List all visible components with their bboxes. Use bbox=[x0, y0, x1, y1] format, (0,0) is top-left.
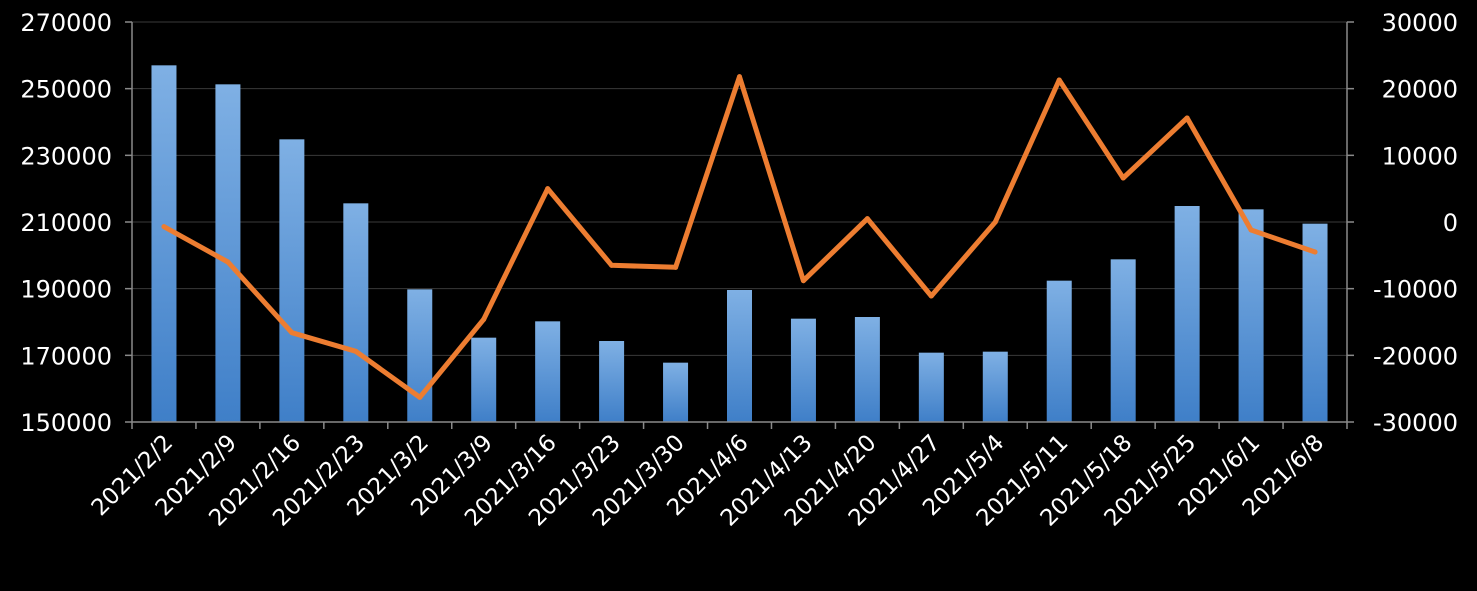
bar bbox=[663, 362, 689, 422]
line-point bbox=[417, 394, 423, 400]
bar bbox=[1238, 209, 1264, 422]
y-left-tick-label: 150000 bbox=[20, 409, 112, 437]
y-left-tick-label: 210000 bbox=[20, 209, 112, 237]
y-left-tick-label: 170000 bbox=[20, 342, 112, 370]
y-right-tick-label: -20000 bbox=[1373, 342, 1458, 370]
bar bbox=[1302, 223, 1328, 422]
line-point bbox=[481, 316, 487, 322]
left-axis-ticks: 150000 170000 190000 210000 230000 250000 2700… bbox=[20, 9, 112, 437]
bar-series bbox=[151, 65, 1328, 423]
line-point bbox=[1056, 77, 1062, 83]
y-right-tick-label: 20000 bbox=[1382, 76, 1458, 104]
bar bbox=[1174, 206, 1200, 422]
y-right-tick-label: 10000 bbox=[1382, 142, 1458, 170]
bar bbox=[279, 139, 305, 423]
line-point bbox=[737, 74, 742, 80]
y-left-tick-label: 250000 bbox=[20, 76, 112, 104]
y-left-tick-label: 190000 bbox=[20, 276, 112, 304]
bar bbox=[918, 352, 944, 422]
line-point bbox=[1312, 249, 1318, 255]
bar bbox=[599, 341, 625, 422]
line-point bbox=[1120, 175, 1126, 181]
bar bbox=[982, 351, 1008, 422]
line-point bbox=[225, 259, 231, 265]
line-point bbox=[800, 278, 806, 284]
bar bbox=[790, 318, 816, 422]
line-point bbox=[545, 186, 551, 192]
line-point bbox=[1248, 227, 1254, 233]
line-point bbox=[864, 216, 870, 222]
line-series bbox=[161, 74, 1318, 400]
bar bbox=[343, 203, 369, 422]
bar bbox=[535, 321, 561, 422]
y-left-tick-label: 230000 bbox=[20, 142, 112, 170]
bar bbox=[1110, 259, 1136, 422]
line-point bbox=[161, 224, 167, 230]
line-point bbox=[928, 293, 934, 299]
bar bbox=[1046, 280, 1072, 422]
line-point bbox=[1184, 115, 1190, 121]
bar bbox=[151, 65, 177, 422]
line-point bbox=[992, 219, 998, 225]
line-point bbox=[609, 262, 615, 268]
bar bbox=[471, 337, 497, 422]
y-left-tick-label: 270000 bbox=[20, 9, 112, 37]
bar bbox=[727, 290, 752, 422]
line-point bbox=[353, 348, 359, 354]
right-axis-ticks: -30000 -20000 -10000 0 10000 20000 30000 bbox=[1373, 9, 1458, 437]
y-right-tick-label: 0 bbox=[1443, 209, 1458, 237]
line-point bbox=[289, 330, 295, 336]
y-right-tick-label: -10000 bbox=[1373, 276, 1458, 304]
bar bbox=[215, 84, 241, 422]
line-point bbox=[673, 264, 679, 270]
bar bbox=[407, 289, 433, 422]
bar bbox=[854, 317, 880, 422]
y-right-tick-label: 30000 bbox=[1382, 9, 1458, 37]
y-right-tick-label: -30000 bbox=[1373, 409, 1458, 437]
axes bbox=[125, 21, 1354, 429]
